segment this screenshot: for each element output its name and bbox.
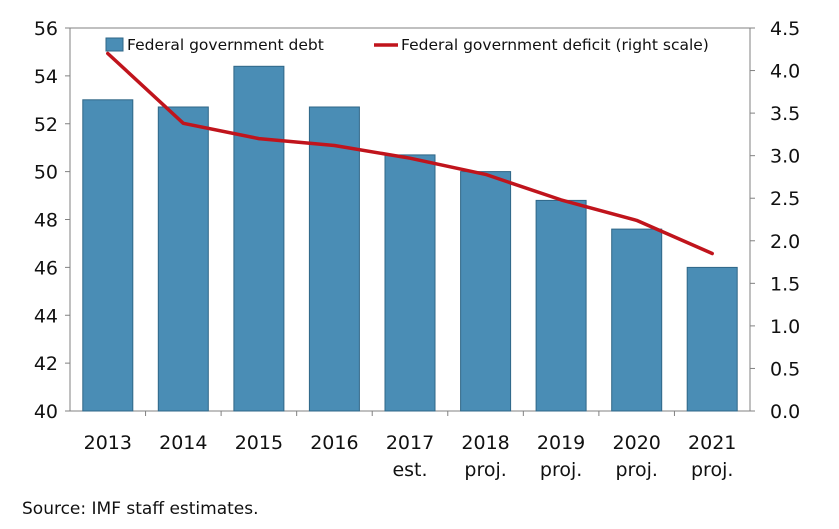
legend-swatch-debt [105,37,124,52]
category-label: 2018 [461,432,509,454]
category-label: 2014 [159,432,207,454]
category-label: proj. [615,459,657,481]
right-tick-label: 2.5 [770,188,800,210]
right-tick-label: 0.5 [770,358,800,380]
category-label: 2016 [310,432,358,454]
debt-bars [82,65,738,412]
legend-label-debt: Federal government debt [127,36,324,54]
category-label: proj. [464,459,506,481]
legend-label-deficit: Federal government deficit (right scale) [401,36,709,54]
combo-chart: 40 42 44 46 48 50 52 54 56 0.0 0.5 1.0 1.5 2.0 2.5 3.0… [34,18,800,481]
left-tick-label: 44 [34,305,58,327]
right-tick-label: 0.0 [770,401,800,423]
right-tick-label: 1.0 [770,316,800,338]
right-tick-label: 4.0 [770,61,800,83]
source-note: Source: IMF staff estimates. [22,499,259,519]
right-tick-label: 2.0 [770,231,800,253]
category-label: 2020 [613,432,661,454]
debt-bar-2021 [686,266,738,412]
category-axis: 2013 2014 2015 2016 2017 est. 2018 proj. 2019 pro… [84,411,736,481]
left-tick-label: 54 [34,66,58,88]
category-label: est. [392,459,427,481]
left-tick-label: 52 [34,114,58,136]
left-tick-label: 42 [34,353,58,375]
category-label: proj. [540,459,582,481]
deficit-line-layer [106,51,714,256]
deficit-line [106,51,714,256]
debt-bar-2019 [535,199,587,412]
right-axis: 0.0 0.5 1.0 1.5 2.0 2.5 3.0 3.5 4.0 4.5 [750,18,800,423]
category-label: 2015 [235,432,283,454]
category-label: 2013 [84,432,132,454]
left-tick-label: 46 [34,257,58,279]
right-tick-label: 4.5 [770,18,800,40]
debt-bar-2016 [308,106,360,412]
left-tick-label: 40 [34,401,58,423]
category-label: 2019 [537,432,585,454]
category-label: 2021 [688,432,736,454]
legend: Federal government debt Federal governme… [105,36,709,54]
category-label: 2017 [386,432,434,454]
left-tick-label: 48 [34,210,58,232]
debt-bar-2017 [384,154,436,412]
debt-bar-2013 [82,99,134,412]
right-tick-label: 3.5 [770,103,800,125]
left-tick-label: 56 [34,18,58,40]
debt-bar-2020 [611,228,663,412]
debt-bar-2014 [157,106,209,412]
left-tick-label: 50 [34,162,58,184]
left-axis: 40 42 44 46 48 50 52 54 56 [34,18,70,423]
category-label: proj. [691,459,733,481]
debt-bar-2015 [233,65,285,412]
right-tick-label: 1.5 [770,273,800,295]
right-tick-label: 3.0 [770,146,800,168]
debt-bar-2018 [460,171,512,412]
